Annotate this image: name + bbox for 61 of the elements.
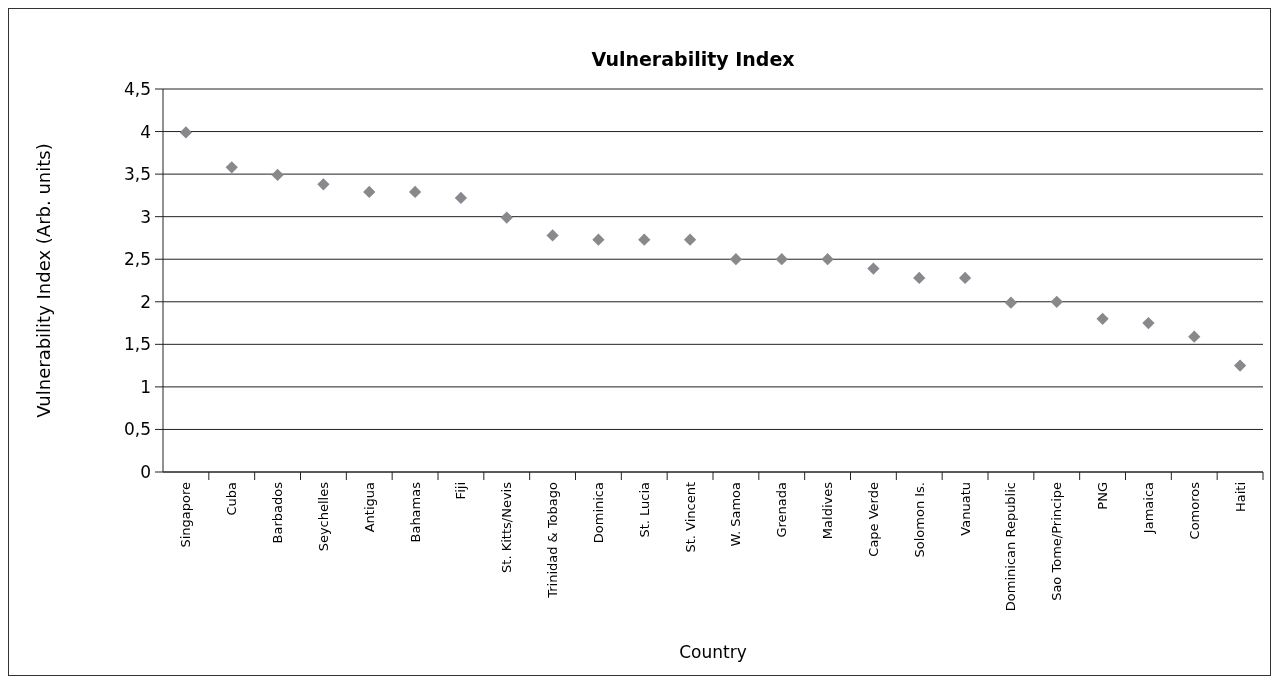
x-tick-label: Seychelles (315, 481, 331, 552)
x-tick-label: W. Samoa (728, 482, 744, 547)
x-tick-label: PNG (1095, 482, 1111, 510)
x-tick-label: Haiti (1232, 482, 1248, 513)
point (408, 185, 422, 199)
point (913, 271, 926, 285)
y-tick-label: 3,5 (123, 164, 151, 185)
point (638, 233, 651, 246)
x-tick-label: Dominican Republic (1003, 482, 1019, 612)
point (1233, 359, 1247, 372)
x-tick-label: Cuba (224, 482, 240, 516)
y-tick-label: 0 (140, 461, 151, 482)
x-tick-label: Comoros (1186, 481, 1202, 540)
y-tick-label: 4 (140, 121, 151, 142)
point (546, 229, 559, 242)
point (1004, 296, 1018, 309)
point (867, 262, 880, 275)
point (592, 233, 605, 246)
x-tick-label: Cape Verde (865, 482, 881, 557)
point (179, 126, 193, 139)
point (1050, 295, 1063, 308)
x-tick-label: Trinidad & Tobago (545, 481, 561, 599)
x-axis-title: Country (679, 642, 747, 662)
point (729, 253, 743, 266)
point (454, 191, 468, 205)
point (500, 211, 513, 224)
y-axis-title: Vulnerability Index (Arb. units) (33, 143, 54, 418)
point (821, 253, 834, 266)
x-tick-label: Dominica (590, 482, 606, 544)
chart-title: Vulnerability Index (591, 48, 795, 70)
x-tick-label: St. Vincent (682, 482, 698, 553)
x-tick-label: Grenada (774, 482, 790, 538)
x-tick-label: Sao Tome/Principe (1049, 482, 1065, 601)
point (1188, 330, 1201, 343)
x-tick-label: Antigua (361, 482, 377, 533)
point (317, 178, 330, 191)
point (363, 185, 376, 199)
y-tick-label: 2 (140, 291, 151, 312)
y-tick-label: 1,5 (123, 334, 151, 355)
x-tick-label: Fiji (453, 482, 469, 500)
point (683, 233, 697, 246)
y-tick-label: 4,5 (123, 78, 151, 99)
y-tick-label: 3 (140, 206, 151, 227)
x-tick-label: Jamaica (1140, 482, 1156, 535)
x-tick-label: Solomon Is. (911, 482, 927, 558)
x-tick-label: Maldives (820, 481, 836, 540)
x-tick-label: Bahamas (407, 481, 423, 543)
y-tick-label: 2,5 (123, 249, 151, 270)
x-tick-label: Singapore (178, 482, 194, 548)
point (225, 161, 238, 174)
x-tick-label: Vanuatu (957, 482, 973, 536)
point (1142, 316, 1155, 330)
point (775, 253, 788, 266)
point (958, 271, 972, 285)
x-tick-label: Barbados (270, 481, 286, 544)
x-tick-label: St. Kitts/Nevis (499, 481, 515, 573)
x-tick-label: St. Lucia (636, 482, 652, 538)
point (1096, 312, 1109, 325)
y-tick-label: 1 (140, 376, 151, 397)
point (271, 168, 284, 182)
y-tick-label: 0,5 (123, 419, 151, 440)
